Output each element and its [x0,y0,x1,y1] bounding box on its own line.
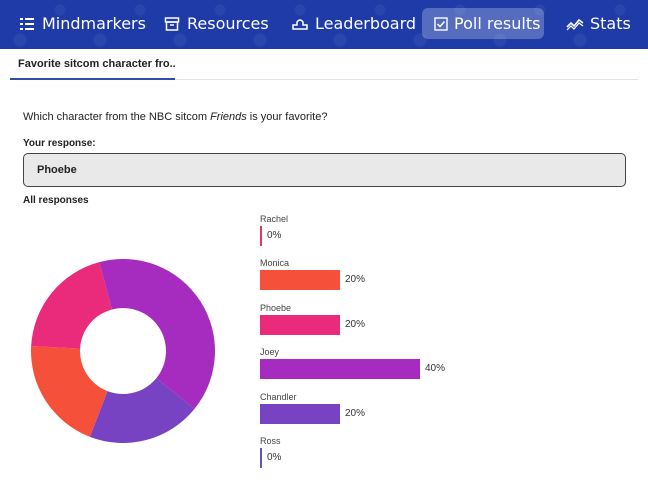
your-response-label: Your response: [23,138,96,149]
bar-label-joey: Joey [260,347,280,357]
bar-row-joey: Joey 40% [260,347,640,391]
donut-slice-phoebe [31,262,112,349]
bar-label-chandler: Chandler [260,392,297,402]
donut-slice-joey [99,259,215,410]
responses-donut-chart [30,259,215,443]
bar-value-chandler: 20% [345,408,366,419]
bar-ross [260,448,262,468]
bar-label-ross: Ross [260,436,281,446]
bar-row-ross: Ross 0% [260,436,640,480]
bar-value-phoebe: 20% [345,319,366,330]
bar-label-rachel: Rachel [260,214,289,224]
nav-resources[interactable]: Resources [163,8,269,39]
checkbox-icon [434,15,448,33]
bar-row-monica: Monica 20% [260,258,640,302]
nav-leaderboard[interactable]: Leaderboard [291,8,416,39]
donut-slice-monica [30,346,108,437]
your-response-box: Phoebe [23,153,626,187]
bar-joey [260,359,420,379]
bar-phoebe [260,315,340,335]
podium-icon [291,15,309,33]
question-text-after: is your favorite? [246,111,328,123]
nav-poll-results-label: Poll results [454,14,541,33]
top-navigation: Mindmarkers Resources Leaderboard Poll r… [0,0,648,49]
bar-value-ross: 0% [267,452,282,463]
bar-row-rachel: Rachel 0% [260,214,640,258]
tab-bar: Favorite sitcom character fro... [10,49,638,80]
bar-row-phoebe: Phoebe 20% [260,303,640,347]
nav-mindmarkers[interactable]: Mindmarkers [18,8,146,39]
nav-mindmarkers-label: Mindmarkers [42,14,146,33]
nav-resources-label: Resources [187,14,269,33]
bar-value-rachel: 0% [267,230,282,241]
question-text-before: Which character from the NBC sitcom [23,111,211,123]
nav-leaderboard-label: Leaderboard [315,14,417,33]
bar-chandler [260,404,340,424]
bar-row-chandler: Chandler 20% [260,392,640,436]
bar-value-monica: 20% [345,274,366,285]
nav-poll-results[interactable]: Poll results [422,8,544,39]
donut-slice-chandler [89,378,195,443]
bar-label-phoebe: Phoebe [260,303,292,313]
archive-icon [163,15,181,33]
bar-value-joey: 40% [425,363,446,374]
bar-monica [260,270,340,290]
tab-poll[interactable]: Favorite sitcom character fro... [10,49,175,80]
nav-stats-label: Stats [590,14,631,33]
poll-question: Which character from the NBC sitcom Frie… [23,111,327,123]
trend-icon [566,15,584,33]
bar-rachel [260,226,262,246]
question-emphasis: Friends [210,111,247,123]
nav-stats[interactable]: Stats [566,8,631,39]
all-responses-label: All responses [23,195,89,206]
list-icon [18,15,36,33]
bar-label-monica: Monica [260,258,290,268]
